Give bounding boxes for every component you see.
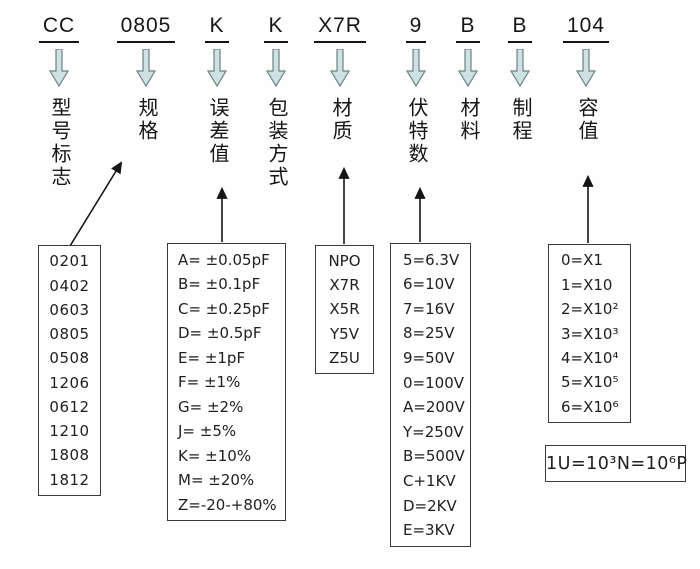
unit-note-text: 1U=10³N=10⁶P <box>546 453 688 474</box>
list-item: 1210 <box>49 422 90 441</box>
down-arrow-icon <box>266 49 286 87</box>
list-item: 0805 <box>49 325 90 344</box>
down-arrow-icon <box>510 49 530 87</box>
list-item: Y=250V <box>403 422 464 441</box>
code-text: K <box>205 14 229 43</box>
column-packaging: K 包装方式 <box>226 14 326 189</box>
column-size: 0805 规格 <box>96 14 196 143</box>
column-label: 材料 <box>457 97 479 143</box>
list-item: 5=6.3V <box>403 250 460 269</box>
list-item: 1206 <box>49 373 90 392</box>
list-item: B= ±0.1pF <box>178 275 261 293</box>
list-item: 9=50V <box>403 349 455 368</box>
list-item: M= ±20% <box>178 471 255 489</box>
list-item: 5=X10⁵ <box>561 373 619 392</box>
code-text: B <box>508 14 532 43</box>
list-item: 0=X1 <box>561 251 603 270</box>
column-label: 误差值 <box>206 97 228 166</box>
column-dielectric: X7R 材质 <box>290 14 390 143</box>
list-item: 2=X10² <box>561 300 619 319</box>
down-arrow-icon <box>330 49 350 87</box>
list-item: 6=10V <box>403 275 455 294</box>
list-item: D=2KV <box>403 496 457 515</box>
list-item: K= ±10% <box>178 446 252 465</box>
list-item: 3=X10³ <box>561 324 619 343</box>
column-process: B 制程 <box>470 14 570 143</box>
down-arrow-icon <box>207 49 227 87</box>
code-text: X7R <box>314 14 366 43</box>
down-arrow-icon <box>406 49 426 87</box>
column-label: 容值 <box>575 97 597 143</box>
down-arrow-icon <box>458 49 478 87</box>
list-item: 0603 <box>49 300 90 319</box>
column-voltage: 9 伏特数 <box>366 14 466 166</box>
list-item: 6=X10⁶ <box>561 397 619 416</box>
code-text: 9 <box>405 14 427 43</box>
list-item: J= ±5% <box>178 422 237 440</box>
list-item: E=3KV <box>403 521 455 540</box>
column-label: 规格 <box>135 97 157 143</box>
size-codes-box: 0201 0402 0603 0805 0508 1206 0612 1210 1808 1812 <box>38 245 101 496</box>
list-item: NPO <box>328 252 361 271</box>
list-item: A=200V <box>403 398 465 417</box>
list-item: C= ±0.25pF <box>178 299 270 318</box>
down-arrow-icon <box>576 49 596 87</box>
column-label: 材质 <box>329 97 351 143</box>
column-label: 伏特数 <box>405 97 427 166</box>
code-text: CC <box>38 14 80 43</box>
list-item: E= ±1pF <box>178 348 246 367</box>
list-item: 7=16V <box>403 299 455 318</box>
list-item: 8=25V <box>403 324 455 343</box>
list-item: 1=X10 <box>561 275 613 294</box>
column-material: B 材料 <box>418 14 518 143</box>
dielectric-codes-box: NPO X7R X5R Y5V Z5U <box>315 245 374 374</box>
code-text: B <box>456 14 480 43</box>
down-arrow-icon <box>49 49 69 87</box>
list-item: F= ±1% <box>178 373 241 391</box>
list-item: B=500V <box>403 447 465 466</box>
code-text: 0805 <box>116 14 176 43</box>
code-text: K <box>264 14 288 43</box>
column-label: 包装方式 <box>265 97 287 189</box>
column-tolerance: K 误差值 <box>167 14 267 166</box>
list-item: 0=100V <box>403 373 465 392</box>
list-item: D= ±0.5pF <box>178 324 262 342</box>
tolerance-codes-box: A= ±0.05pF B= ±0.1pF C= ±0.25pF D= ±0.5pF E=… <box>167 243 286 521</box>
list-item: Z=-20-+80% <box>178 495 277 514</box>
list-item: 0612 <box>49 397 90 416</box>
list-item: X5R <box>329 300 360 319</box>
list-item: 0201 <box>49 252 90 271</box>
list-item: 0402 <box>49 276 90 295</box>
column-label: 制程 <box>509 97 531 143</box>
list-item: 0508 <box>49 349 90 368</box>
code-text: 104 <box>562 14 610 43</box>
multiplier-codes-box: 0=X1 1=X10 2=X10² 3=X10³ 4=X10⁴ 5=X10⁵ 6=X10⁶ <box>548 244 631 423</box>
voltage-codes-box: 5=6.3V 6=10V 7=16V 8=25V 9=50V 0=100V A=200V Y=… <box>390 243 471 547</box>
list-item: Y5V <box>330 324 359 343</box>
list-item: G= ±2% <box>178 397 244 416</box>
list-item: 1808 <box>49 446 90 465</box>
list-item: A= ±0.05pF <box>178 250 270 269</box>
list-item: Z5U <box>329 348 360 367</box>
down-arrow-icon <box>136 49 156 87</box>
list-item: X7R <box>329 276 360 295</box>
column-capacitance: 104 容值 <box>536 14 636 143</box>
column-label: 型号标志 <box>48 97 70 189</box>
list-item: 4=X10⁴ <box>561 348 619 367</box>
column-model-mark: CC 型号标志 <box>9 14 109 189</box>
unit-note-box: 1U=10³N=10⁶P <box>545 445 688 482</box>
list-item: C+1KV <box>403 472 456 491</box>
list-item: 1812 <box>49 470 90 489</box>
